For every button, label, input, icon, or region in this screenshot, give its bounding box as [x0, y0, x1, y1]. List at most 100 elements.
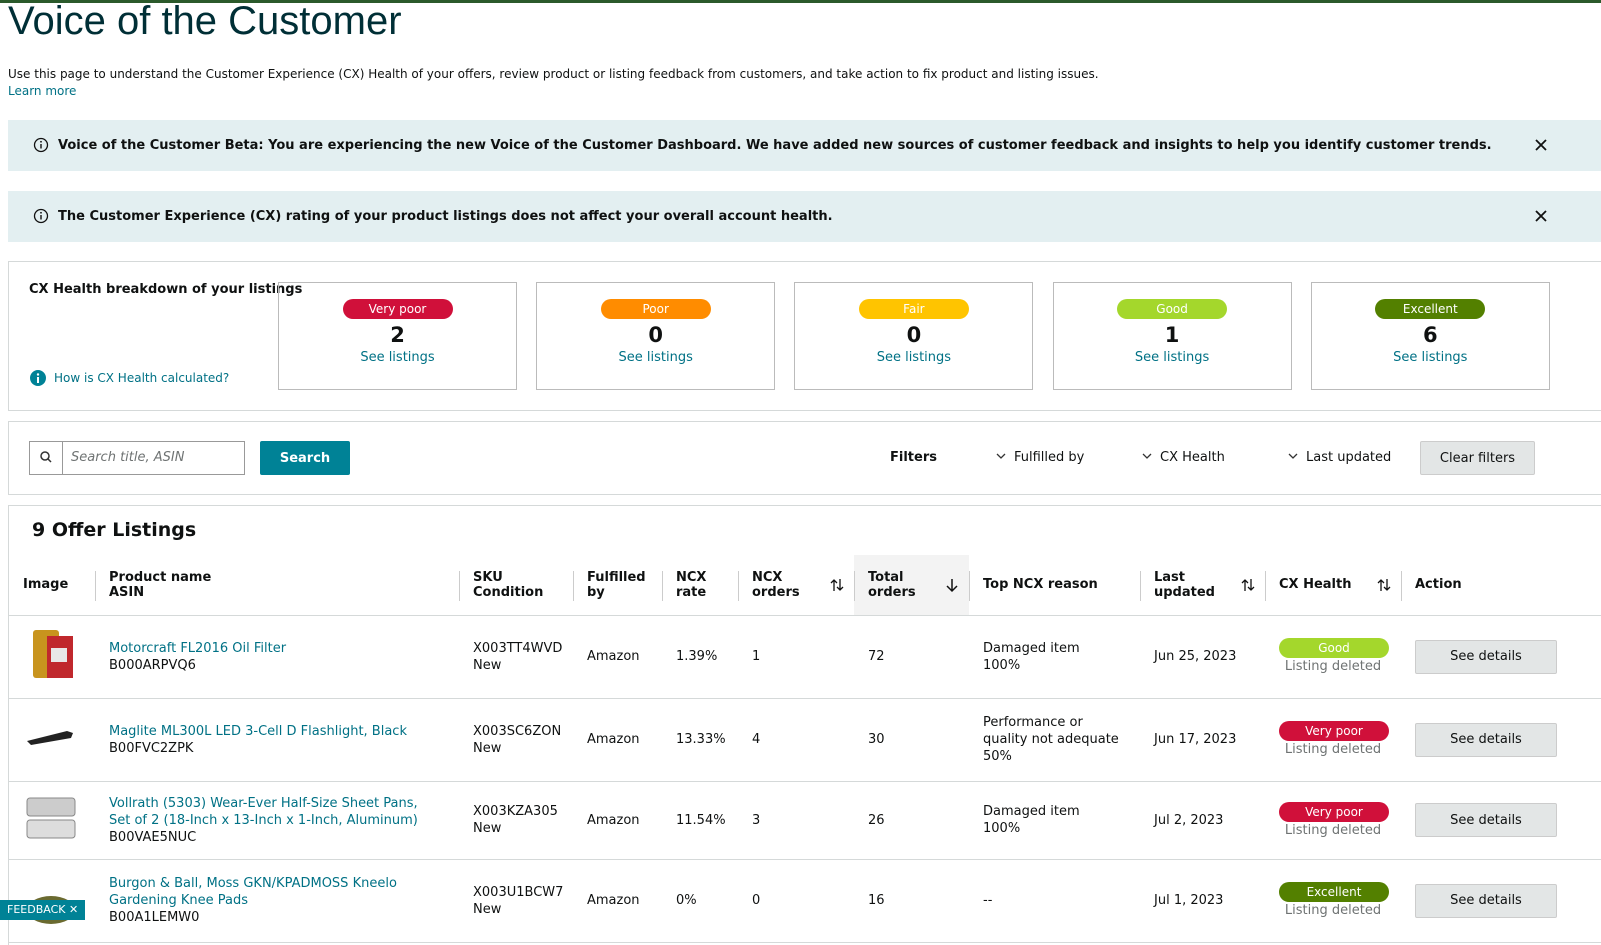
product-image [9, 781, 95, 860]
top-ncx-reason: Performance or quality not adequate [983, 715, 1119, 747]
asin: B00VAE5NUC [109, 829, 197, 845]
asin: B00A1LEMW0 [109, 910, 200, 925]
filter-dropdown[interactable]: Last updated [1286, 450, 1391, 465]
condition: New [473, 821, 502, 836]
listing-status: Listing deleted [1284, 659, 1382, 674]
condition: New [473, 740, 502, 756]
page-title: Voice of the Customer [8, 0, 402, 43]
close-button[interactable] [1533, 208, 1549, 228]
see-details-button[interactable]: See details [1415, 803, 1557, 837]
banner: The Customer Experience (CX) rating of y… [8, 191, 1601, 242]
cx-count: 0 [906, 323, 922, 347]
listing-status: Listing deleted [1284, 903, 1382, 918]
column-header: Total orders [854, 555, 969, 616]
see-details-button[interactable]: See details [1415, 639, 1557, 674]
product-name[interactable]: Vollrath (5303) Wear-Ever Half-Size Shee… [109, 795, 418, 828]
top-ncx-reason-cell: Damaged item 100% [969, 781, 1140, 860]
cx-title: CX Health breakdown of your listings [29, 282, 303, 297]
product-name[interactable]: Maglite ML300L LED 3-Cell D Flashlight, … [109, 723, 407, 739]
condition: New [473, 657, 502, 673]
column-header-text: CX Health [1279, 577, 1352, 593]
ncx-rate: 11.54% [662, 781, 738, 860]
sku: X003KZA305 [473, 804, 558, 819]
cx-badge: Very poor [1279, 801, 1389, 822]
description: Use this page to understand the Customer… [8, 67, 1099, 81]
product-image [9, 698, 95, 782]
last-updated: Jul 2, 2023 [1140, 781, 1265, 860]
top-ncx-reason-cell: Damaged item 100% [969, 615, 1140, 699]
cx-count: 6 [1422, 323, 1438, 347]
sort-icon[interactable] [830, 577, 844, 597]
close-button[interactable] [1533, 137, 1549, 157]
filters-label: Filters [890, 450, 937, 465]
banner: Voice of the Customer Beta: You are expe… [8, 120, 1601, 171]
ncx-rate: 1.39% [662, 615, 738, 699]
action-cell: See details [1401, 615, 1601, 699]
product-name[interactable]: Motorcraft FL2016 Oil Filter [109, 640, 287, 656]
cx-count: 2 [390, 323, 405, 347]
fulfilled-by: Amazon [573, 781, 662, 860]
cx-pill: Poor [600, 299, 711, 319]
fulfilled-by: Amazon [573, 698, 662, 782]
search-icon [40, 442, 63, 474]
column-header-text: Image [23, 577, 69, 593]
cx-pill: Good [1117, 299, 1228, 319]
total-orders: 26 [854, 781, 969, 860]
ncx-orders: 3 [738, 781, 854, 860]
see-details-button[interactable]: See details [1415, 722, 1557, 757]
column-header: Image [9, 555, 95, 616]
product-name[interactable]: Burgon & Ball, Moss GKN/KPADMOSS Kneelo … [109, 876, 397, 908]
column-header-text: orders [868, 584, 916, 600]
sku: X003U1BCW7 [473, 884, 564, 900]
see-listings[interactable]: See listings [876, 350, 952, 365]
product-cell: Maglite ML300L LED 3-Cell D Flashlight, … [95, 698, 459, 782]
sort-icon[interactable] [1377, 577, 1391, 597]
cx-pill: Excellent [1375, 299, 1486, 319]
fulfilled-by: Amazon [573, 615, 662, 699]
last-updated: Jul 1, 2023 [1140, 859, 1265, 943]
feedback-tab[interactable]: FEEDBACK ✕ [0, 900, 86, 920]
column-header-text: NCX [752, 569, 783, 585]
top-ncx-reason-cell: -- [969, 859, 1140, 943]
filter-dropdown[interactable]: CX Health [1140, 450, 1225, 465]
cx-badge: Good [1279, 638, 1389, 658]
column-header-text: Condition [473, 584, 544, 600]
total-orders: 16 [854, 859, 969, 943]
sku: X003TT4WVD [473, 640, 563, 656]
column-header: Last updated [1140, 555, 1265, 616]
last-updated: Jun 25, 2023 [1140, 615, 1265, 699]
cx-health-panel: CX Health breakdown of your listings How… [8, 261, 1601, 411]
cx-count: 0 [648, 323, 663, 347]
help-link[interactable]: How is CX Health calculated? [54, 371, 230, 385]
top-ncx-share: 50% [983, 749, 1012, 764]
info-icon [30, 370, 46, 386]
sort-icon[interactable] [945, 577, 959, 597]
clear-filters[interactable]: Clear filters [1420, 441, 1535, 475]
see-listings[interactable]: See listings [618, 350, 693, 365]
cx-card: Good 1 See listings [1052, 282, 1292, 390]
search-button[interactable]: Search [260, 441, 350, 475]
see-listings[interactable]: See listings [1393, 350, 1468, 365]
filter-dropdown[interactable]: Fulfilled by [994, 450, 1084, 465]
listing-status: Listing deleted [1284, 742, 1382, 757]
search-box[interactable]: Search title, ASIN [29, 441, 245, 475]
column-header: Fulfilled by [573, 555, 662, 616]
top-ncx-reason: Damaged item [983, 640, 1080, 656]
filter-label: Last updated [1306, 450, 1392, 465]
see-details-button[interactable]: See details [1415, 883, 1557, 918]
see-listings[interactable]: See listings [1134, 350, 1210, 365]
column-header-text: orders [752, 584, 800, 600]
product-cell: Motorcraft FL2016 Oil Filter B000ARPVQ6 [95, 615, 459, 699]
column-header-text: ASIN [109, 584, 145, 600]
column-header: Product name ASIN [95, 555, 459, 616]
top-ncx-reason: -- [983, 893, 993, 908]
banner-text: The Customer Experience (CX) rating of y… [58, 209, 833, 224]
sort-icon[interactable] [1241, 577, 1255, 597]
see-listings[interactable]: See listings [360, 350, 435, 365]
cx-count: 1 [1164, 323, 1180, 347]
total-orders: 72 [854, 615, 969, 699]
learn-more-link[interactable]: Learn more [8, 84, 77, 98]
column-header: Top NCX reason [969, 555, 1140, 616]
cx-pill: Fair [858, 299, 969, 319]
